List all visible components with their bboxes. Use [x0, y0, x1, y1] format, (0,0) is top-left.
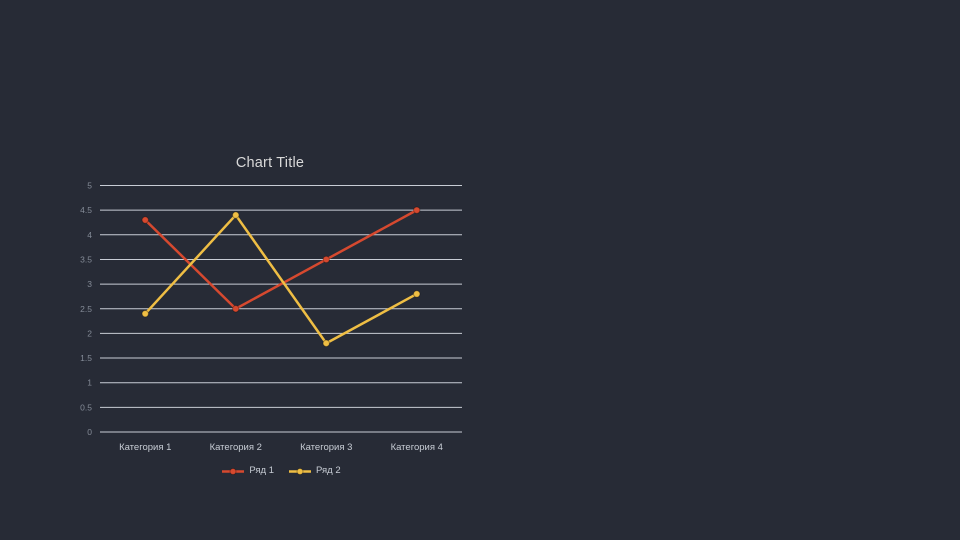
svg-text:0: 0 [87, 427, 92, 437]
svg-text:1: 1 [87, 378, 92, 388]
svg-text:1.5: 1.5 [80, 353, 92, 363]
svg-text:5: 5 [87, 181, 92, 191]
legend-item-series-2[interactable]: Ряд 2 [288, 465, 341, 477]
series-2-line-marker-swatch [289, 467, 311, 475]
svg-text:4: 4 [87, 230, 92, 240]
svg-text:Категория 1: Категория 1 [119, 442, 171, 453]
svg-text:3.5: 3.5 [80, 254, 92, 264]
chart-legend: Ряд 1 Ряд 2 [100, 463, 462, 479]
plot-area: 0 0.5 1 1.5 2 2.5 3 3.5 4 4.5 5 Категория 1 Категори… [80, 181, 462, 453]
svg-text:Категория 3: Категория 3 [300, 442, 352, 453]
svg-text:2.5: 2.5 [80, 304, 92, 314]
svg-text:4.5: 4.5 [80, 205, 92, 215]
legend-label-series-1: Ряд 1 [249, 465, 274, 476]
svg-text:3: 3 [87, 279, 92, 289]
line-chart[interactable]: 0 0.5 1 1.5 2 2.5 3 3.5 4 4.5 5 Категория 1 Категори… [75, 150, 465, 485]
legend-label-series-2: Ряд 2 [316, 465, 341, 476]
svg-text:Категория 2: Категория 2 [210, 442, 262, 453]
svg-text:Категория 4: Категория 4 [391, 442, 443, 453]
legend-item-series-1[interactable]: Ряд 1 [221, 465, 274, 477]
series-1-line-marker-swatch [222, 467, 245, 475]
svg-text:0.5: 0.5 [80, 402, 92, 412]
svg-text:2: 2 [87, 328, 92, 338]
chart-title: Chart Title [235, 155, 305, 171]
